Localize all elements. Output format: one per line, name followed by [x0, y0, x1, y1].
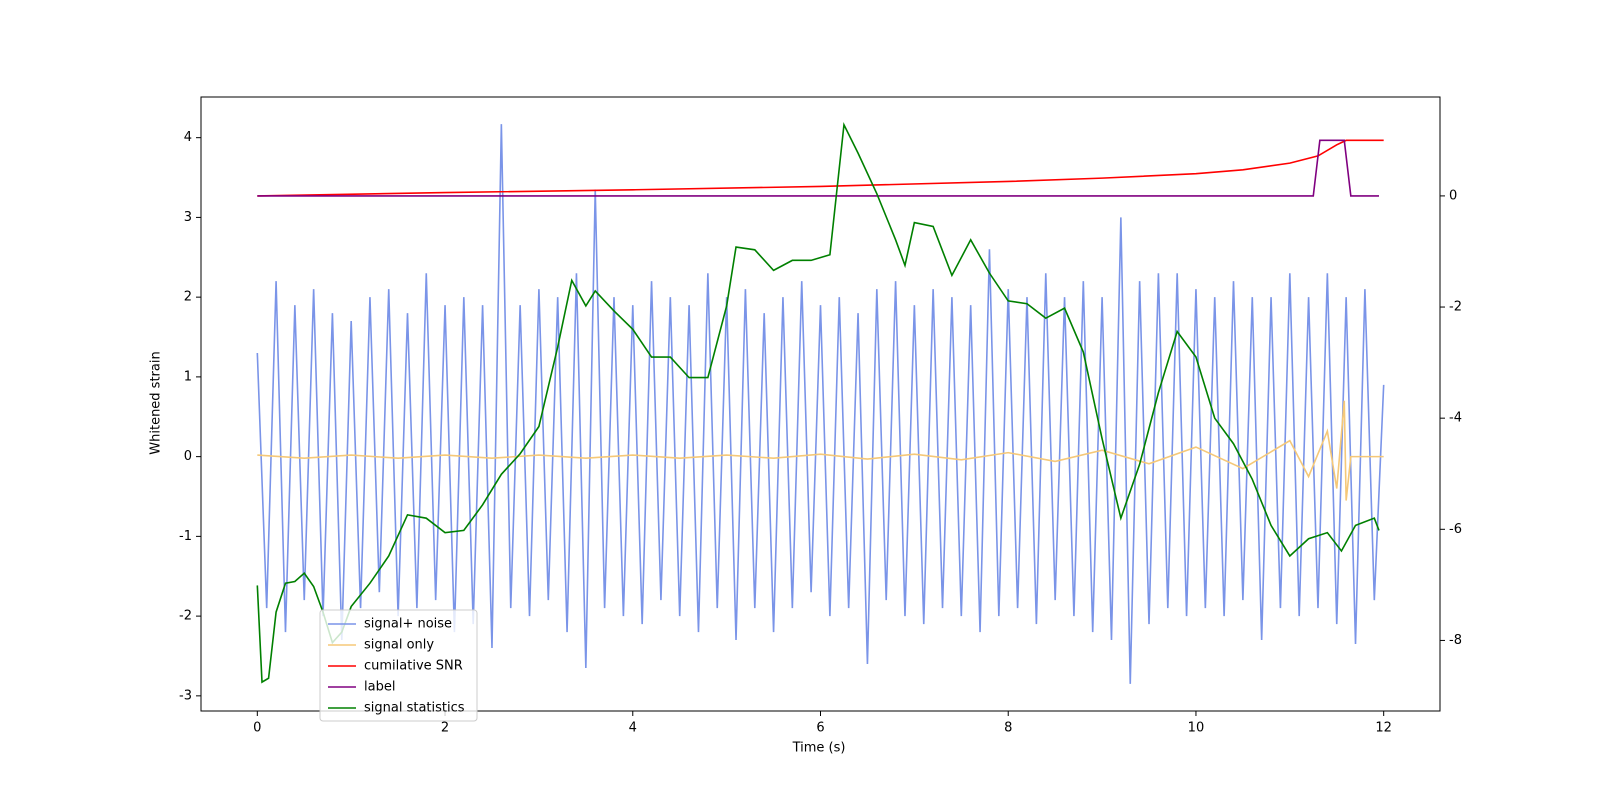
y2-tick-label: -6: [1449, 522, 1462, 537]
y2-tick-label: -8: [1449, 633, 1462, 648]
legend-label: signal+ noise: [364, 617, 452, 632]
y-tick-label: -2: [179, 609, 192, 624]
series-line: [257, 400, 1384, 501]
series-line: [256, 124, 1385, 684]
x-tick-label: 4: [629, 721, 637, 736]
series-line: [256, 121, 1380, 684]
y-tick-label: 2: [184, 290, 192, 305]
x-tick-label: 12: [1375, 721, 1392, 736]
legend-box: [319, 609, 478, 722]
x-axis-label: Time (s): [792, 741, 846, 756]
legend-label: signal statistics: [364, 701, 465, 716]
x-tick-label: 10: [1188, 721, 1205, 736]
legend-label: signal only: [364, 638, 434, 653]
y2-tick-label: -2: [1449, 300, 1462, 315]
x-tick-label: 2: [441, 721, 449, 736]
y-axis-label: Whitened strain: [149, 351, 164, 454]
y2-tick-label: 0: [1449, 188, 1457, 203]
x-tick-label: 6: [816, 721, 824, 736]
series-line: [257, 139, 1384, 197]
y-tick-label: 4: [184, 130, 192, 145]
legend-label: label: [364, 680, 395, 695]
series-line: [257, 139, 1379, 197]
legend-label: cumilative SNR: [364, 659, 463, 674]
y-tick-label: 0: [184, 449, 192, 464]
y-tick-label: -1: [179, 529, 192, 544]
x-tick-label: 0: [253, 721, 261, 736]
x-tick-label: 8: [1004, 721, 1012, 736]
y-tick-label: 1: [184, 369, 192, 384]
y-tick-label: 3: [184, 210, 192, 225]
y-tick-label: -3: [179, 688, 192, 703]
plot-frame: [200, 96, 1441, 712]
y2-tick-label: -4: [1449, 411, 1462, 426]
